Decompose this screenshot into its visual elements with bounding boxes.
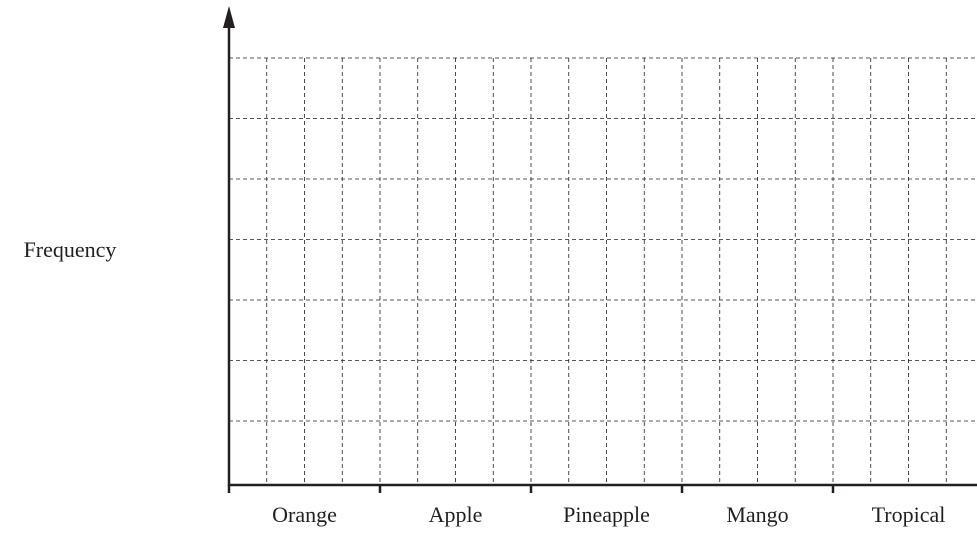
grid [229,57,977,485]
x-tick-label: Tropical [872,502,946,527]
y-axis-label: Frequency [24,237,117,262]
x-tick-label: Apple [429,502,483,527]
x-tick-label: Mango [726,502,788,527]
x-tick-label: Pineapple [563,502,650,527]
x-tick-label: Orange [272,502,337,527]
y-axis-arrow [223,6,235,28]
